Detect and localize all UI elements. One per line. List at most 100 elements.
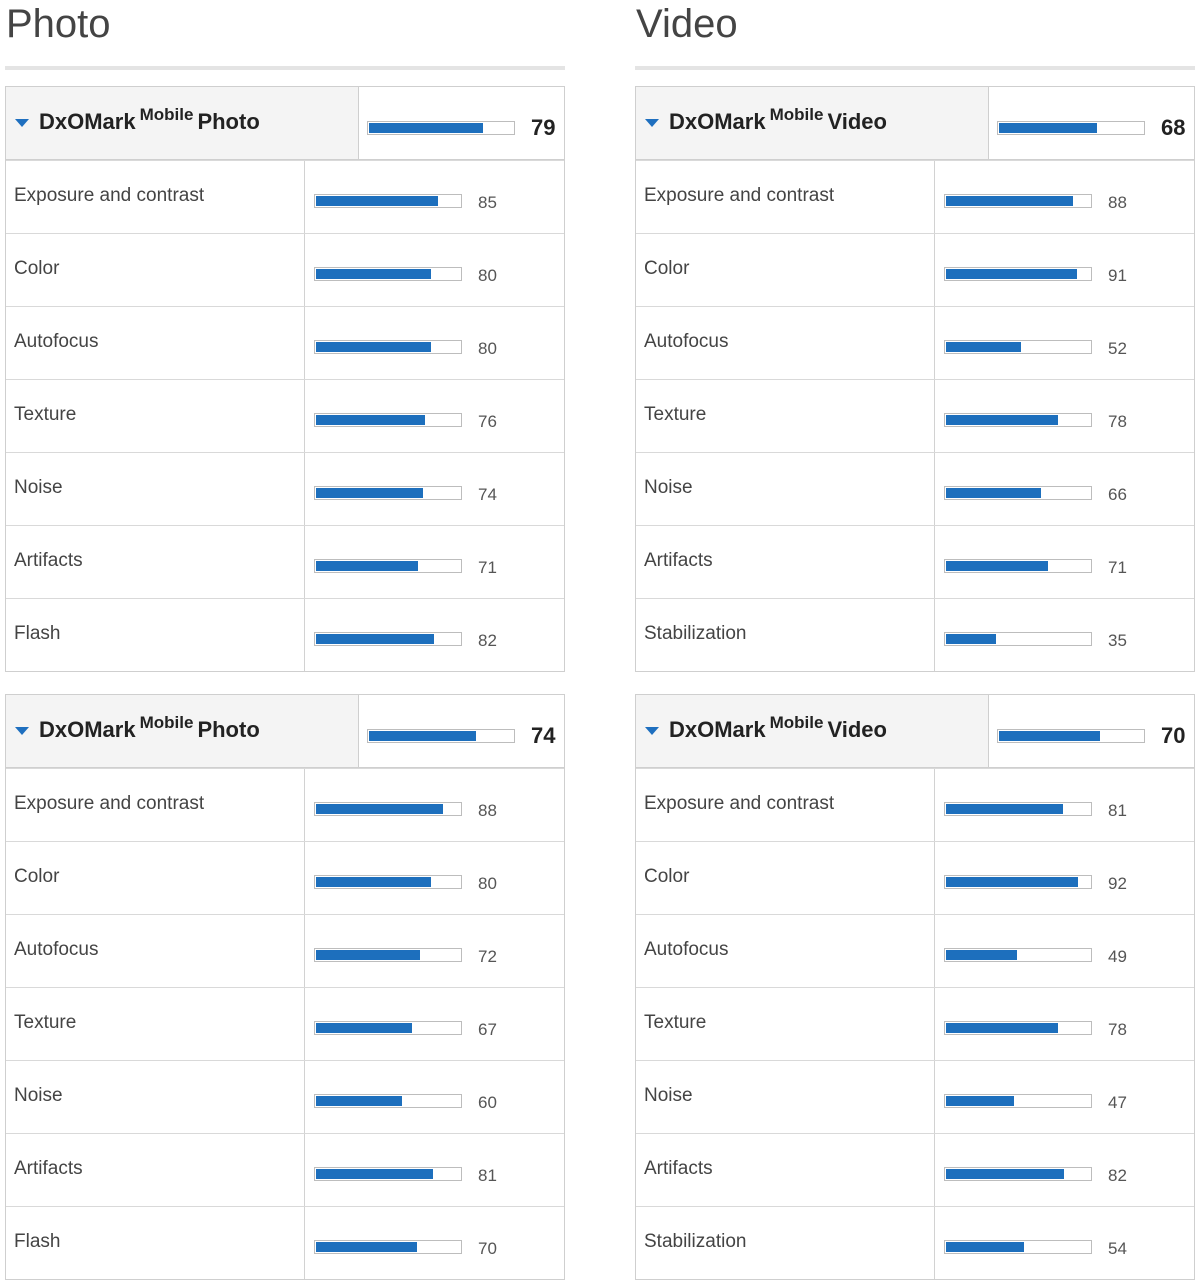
- sub-score-value: 74: [478, 485, 497, 504]
- sub-score-bar: [314, 875, 462, 889]
- sub-score-bar-fill: [946, 196, 1073, 206]
- sub-score-bar-fill: [316, 804, 443, 814]
- header-title-cell[interactable]: DxOMark Mobile Video: [636, 87, 989, 159]
- caret-down-icon[interactable]: [645, 727, 659, 735]
- sub-score-bar-fill: [946, 1169, 1064, 1179]
- photo-divider: [5, 66, 565, 70]
- overall-score: 74: [531, 723, 556, 748]
- sub-score-row-autofocus: Autofocus 52: [636, 306, 1194, 379]
- sub-score-bar: [944, 802, 1092, 816]
- sub-score-bar-fill: [316, 634, 434, 644]
- sub-score-bar-fill: [316, 561, 418, 571]
- sub-score-label-cell: Stabilization: [636, 599, 935, 671]
- sub-score-row-exposure-and-contrast: Exposure and contrast 88: [636, 160, 1194, 233]
- sub-score-label: Noise: [14, 477, 63, 498]
- sub-score-label: Color: [644, 866, 690, 887]
- photo-column-title: Photo: [6, 2, 111, 46]
- sub-score-label-cell: Artifacts: [6, 1134, 305, 1206]
- sub-score-bar: [314, 194, 462, 208]
- score-table-header[interactable]: DxOMark Mobile Video 68: [636, 87, 1194, 160]
- sub-score-row-noise: Noise 74: [6, 452, 564, 525]
- brand-superscript: Mobile: [139, 105, 194, 124]
- caret-down-icon[interactable]: [645, 119, 659, 127]
- sub-score-bar: [944, 1021, 1092, 1035]
- sub-score-label-cell: Texture: [636, 380, 935, 452]
- caret-down-icon[interactable]: [15, 119, 29, 127]
- header-score-cell: 74: [359, 695, 564, 767]
- sub-score-bar: [944, 486, 1092, 500]
- sub-score-label-cell: Color: [6, 234, 305, 306]
- sub-score-value: 80: [478, 339, 497, 358]
- sub-score-bar: [314, 632, 462, 646]
- score-table-header[interactable]: DxOMark Mobile Photo 74: [6, 695, 564, 768]
- sub-score-value: 49: [1108, 947, 1127, 966]
- header-title-cell[interactable]: DxOMark Mobile Video: [636, 695, 989, 767]
- sub-score-bar-fill: [946, 634, 996, 644]
- header-score-cell: 70: [989, 695, 1194, 767]
- overall-score-bar: [997, 121, 1145, 135]
- brand-name: DxOMark: [39, 717, 136, 742]
- sub-score-label: Stabilization: [644, 1231, 747, 1252]
- header-title-cell[interactable]: DxOMark Mobile Photo: [6, 87, 359, 159]
- sub-score-row-texture: Texture 76: [6, 379, 564, 452]
- sub-score-bar: [314, 802, 462, 816]
- sub-score-label: Exposure and contrast: [644, 185, 835, 206]
- sub-score-row-stabilization: Stabilization 35: [636, 598, 1194, 671]
- header-title: DxOMark Mobile Video: [669, 105, 887, 135]
- sub-score-label: Exposure and contrast: [14, 793, 205, 814]
- score-table-header[interactable]: DxOMark Mobile Video 70: [636, 695, 1194, 768]
- photo-score-table-1: DxOMark Mobile Photo 79 Exposure and contras…: [5, 86, 565, 672]
- sub-score-bar-fill: [316, 1242, 417, 1252]
- score-table-header[interactable]: DxOMark Mobile Photo 79: [6, 87, 564, 160]
- sub-score-bar-fill: [316, 1169, 433, 1179]
- brand-name: DxOMark: [669, 109, 766, 134]
- sub-score-bar: [314, 1094, 462, 1108]
- sub-score-value: 78: [1108, 1020, 1127, 1039]
- sub-score-row-exposure-and-contrast: Exposure and contrast 85: [6, 160, 564, 233]
- overall-score: 79: [531, 115, 556, 140]
- sub-score-row-artifacts: Artifacts 81: [6, 1133, 564, 1206]
- sub-score-bar-fill: [316, 415, 425, 425]
- sub-score-value: 81: [1108, 801, 1127, 820]
- sub-score-label: Texture: [14, 1012, 77, 1033]
- sub-score-bar: [314, 267, 462, 281]
- score-kind: Video: [827, 109, 887, 134]
- sub-score-bar: [314, 1240, 462, 1254]
- sub-score-label: Color: [14, 866, 60, 887]
- sub-score-label-cell: Color: [636, 234, 935, 306]
- sub-score-value: 78: [1108, 412, 1127, 431]
- sub-score-bar: [944, 1094, 1092, 1108]
- sub-score-value: 47: [1108, 1093, 1127, 1112]
- sub-score-value: 88: [1108, 193, 1127, 212]
- sub-score-bar-fill: [946, 488, 1041, 498]
- sub-score-bar: [314, 340, 462, 354]
- header-title-cell[interactable]: DxOMark Mobile Photo: [6, 695, 359, 767]
- sub-score-label-cell: Flash: [6, 599, 305, 671]
- header-score-cell: 79: [359, 87, 564, 159]
- sub-score-bar-fill: [946, 269, 1077, 279]
- sub-score-row-artifacts: Artifacts 71: [636, 525, 1194, 598]
- sub-score-bar-fill: [946, 1023, 1058, 1033]
- sub-score-label: Color: [644, 258, 690, 279]
- overall-score-bar-fill: [999, 123, 1097, 133]
- sub-score-label: Noise: [644, 1085, 693, 1106]
- caret-down-icon[interactable]: [15, 727, 29, 735]
- sub-score-row-noise: Noise 47: [636, 1060, 1194, 1133]
- sub-score-label: Artifacts: [644, 550, 713, 571]
- brand-superscript: Mobile: [769, 713, 824, 732]
- sub-score-value: 91: [1108, 266, 1127, 285]
- header-score-cell: 68: [989, 87, 1194, 159]
- sub-score-row-color: Color 80: [6, 233, 564, 306]
- photo-score-table-2: DxOMark Mobile Photo 74 Exposure and contras…: [5, 694, 565, 1280]
- sub-score-label: Flash: [14, 1231, 61, 1252]
- sub-score-label-cell: Autofocus: [6, 307, 305, 379]
- header-title: DxOMark Mobile Photo: [39, 105, 260, 135]
- sub-score-label-cell: Artifacts: [636, 1134, 935, 1206]
- sub-score-label-cell: Autofocus: [636, 915, 935, 987]
- score-kind: Photo: [197, 109, 260, 134]
- sub-score-row-noise: Noise 60: [6, 1060, 564, 1133]
- sub-score-label-cell: Exposure and contrast: [6, 769, 305, 841]
- sub-score-bar-fill: [316, 488, 423, 498]
- sub-score-value: 88: [478, 801, 497, 820]
- sub-score-value: 72: [478, 947, 497, 966]
